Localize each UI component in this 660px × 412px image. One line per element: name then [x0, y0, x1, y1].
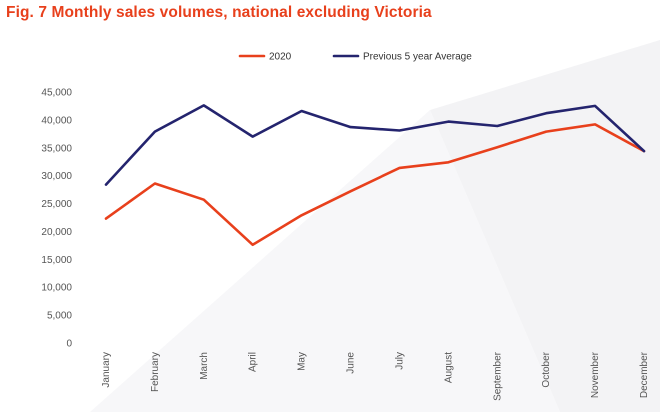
x-tick-label: April	[248, 352, 259, 372]
x-tick-label: February	[150, 352, 161, 392]
legend-label: 2020	[269, 52, 292, 63]
x-tick-label: January	[101, 352, 112, 388]
x-axis: January February March April May June July Augu…	[101, 351, 650, 401]
y-tick-label: 25,000	[41, 199, 72, 210]
y-tick-label: 30,000	[41, 171, 72, 182]
x-tick-label: March	[199, 352, 210, 380]
background-shape-light	[90, 110, 560, 412]
y-tick-label: 40,000	[41, 115, 72, 126]
y-tick-label: 45,000	[41, 88, 72, 99]
series-line-previous-5-year-average	[104, 104, 646, 186]
series-line-2020	[104, 123, 646, 247]
y-tick-label: 10,000	[41, 283, 72, 294]
y-axis: 0 5,000 10,000 15,000 20,000 25,000 30,000 35,0…	[41, 88, 72, 350]
chart-legend: 2020 Previous 5 year Average	[238, 52, 472, 63]
x-tick-label: July	[394, 352, 405, 370]
x-tick-label: December	[639, 351, 650, 398]
legend-label: Previous 5 year Average	[363, 52, 472, 63]
x-tick-label: August	[443, 352, 454, 383]
background-shape	[430, 40, 660, 412]
y-tick-label: 5,000	[47, 311, 72, 322]
series-layer	[104, 104, 646, 247]
y-tick-label: 35,000	[41, 143, 72, 154]
x-tick-label: September	[492, 351, 503, 401]
x-tick-label: November	[590, 351, 601, 398]
figure-title: Fig. 7 Monthly sales volumes, national e…	[6, 4, 432, 21]
x-tick-label: June	[346, 352, 357, 374]
y-tick-label: 0	[66, 339, 72, 350]
y-tick-label: 20,000	[41, 227, 72, 238]
y-tick-label: 15,000	[41, 255, 72, 266]
x-tick-label: May	[297, 352, 308, 371]
x-tick-label: October	[541, 351, 552, 387]
